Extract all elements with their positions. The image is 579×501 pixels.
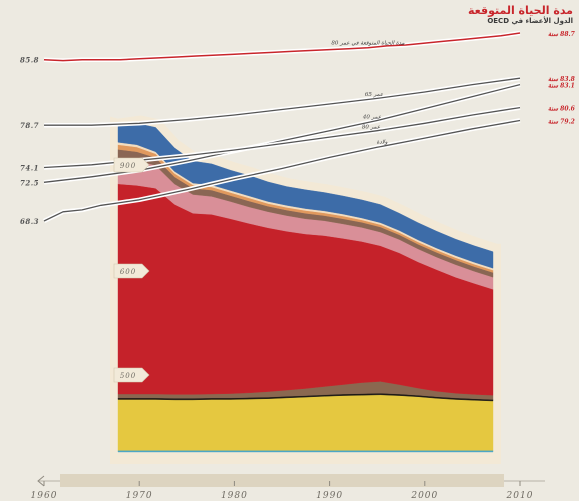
series-start-label: 74.1 — [20, 164, 39, 173]
time-band — [60, 474, 504, 487]
series-halo — [43, 30, 521, 63]
area-band-1 — [117, 394, 494, 451]
life-expectancy-lines — [43, 30, 521, 224]
series-end-label: 83.1 سنة — [548, 83, 575, 90]
series-line-0 — [43, 32, 521, 62]
x-tick-label: 1980 — [221, 491, 248, 501]
series-start-label: 85.8 — [20, 56, 39, 65]
series-start-label: 68.3 — [20, 217, 39, 226]
y-tick-tag: 600 — [113, 263, 150, 279]
chart-subtitle: الدول الأعضاء في OECD — [487, 17, 573, 25]
chart-title: مدة الحياة المتوقعة — [467, 4, 573, 17]
title-block: مدة الحياة المتوقعة الدول الأعضاء في OEC… — [468, 4, 573, 26]
series-name-label: عمر 65 — [365, 92, 384, 98]
series-name-label: عمر 80 — [362, 125, 381, 131]
series-line-2 — [43, 83, 521, 183]
area-band-0 — [117, 450, 494, 453]
series-name-label: مدة الحياة المتوقعة في عمر 80 — [331, 40, 404, 47]
x-tick-label: 1960 — [31, 491, 58, 501]
series-end-label: 80.6 سنة — [548, 106, 576, 113]
series-line-4 — [43, 119, 521, 222]
series-name-label: ولادة — [376, 138, 387, 145]
series-line-1 — [44, 77, 521, 126]
x-tick-label: 2010 — [506, 491, 534, 501]
y-tick-label: 500 — [120, 372, 136, 380]
series-end-label: 79.2 سنة — [548, 119, 575, 126]
y-tick-label: 900 — [120, 162, 136, 170]
y-tick-tag: 500 — [113, 367, 150, 383]
stacked-area-chart — [110, 115, 501, 464]
series-name-label: عمر 40 — [362, 115, 382, 121]
x-tick-label: 1990 — [316, 491, 343, 501]
y-tick-tag: 900 — [113, 157, 150, 173]
series-start-label: 72.5 — [20, 178, 39, 187]
chart-labels: 1960 1970 1980 1990 2000 2010 900 600 500 85.8 88.… — [20, 31, 576, 501]
x-axis-arrow — [37, 475, 45, 487]
x-tick-label: 1970 — [126, 491, 153, 501]
series-end-label: 88.7 سنة — [548, 31, 576, 38]
series-start-label: 78.7 — [20, 121, 39, 130]
x-tick-label: 2000 — [410, 491, 438, 501]
chart-base — [37, 474, 545, 487]
y-tick-label: 600 — [120, 268, 136, 276]
series-end-label: 83.8 سنة — [548, 76, 576, 83]
